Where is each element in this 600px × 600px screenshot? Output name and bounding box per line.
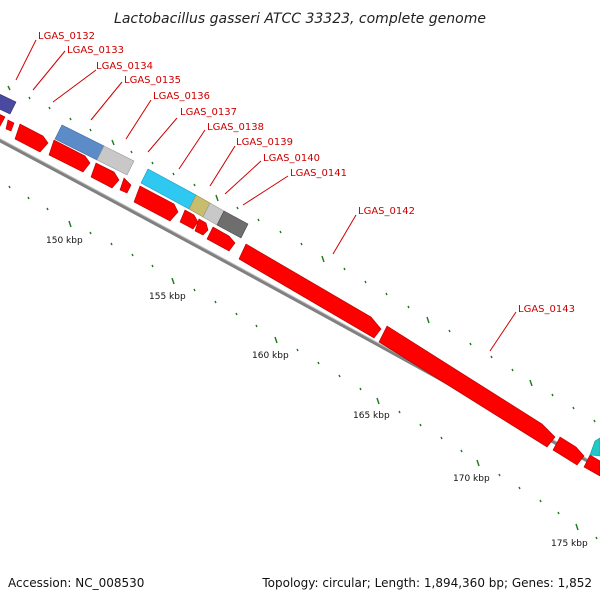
gene-arrow[interactable] xyxy=(119,177,132,194)
tick-label: 165 kbp xyxy=(353,411,390,421)
gene-labels: LGAS_0132 LGAS_0133 LGAS_0134 LGAS_0135 … xyxy=(38,31,575,315)
gene-arrow[interactable] xyxy=(133,185,179,222)
map-title: Lactobacillus gasseri ATCC 33323, comple… xyxy=(114,11,486,27)
gene-label[interactable]: LGAS_0133 xyxy=(67,45,124,56)
tick-label: 160 kbp xyxy=(252,351,289,361)
gene-arrow[interactable] xyxy=(48,139,91,173)
gene-label[interactable]: LGAS_0142 xyxy=(358,206,415,217)
tick-label: 170 kbp xyxy=(453,474,490,484)
gene-arrow[interactable] xyxy=(552,436,585,466)
gene-label[interactable]: LGAS_0137 xyxy=(180,107,237,118)
gene-light-gray[interactable] xyxy=(96,145,135,176)
tick-label: 155 kbp xyxy=(149,292,186,302)
gene-label[interactable]: LGAS_0140 xyxy=(263,153,320,164)
accession-text: Accession: NC_008530 xyxy=(8,576,144,590)
gene-arrow[interactable] xyxy=(5,119,15,132)
gene-dark-gray[interactable] xyxy=(216,210,249,239)
inner-scale-ticks xyxy=(8,185,598,540)
gene-label[interactable]: LGAS_0138 xyxy=(207,122,264,133)
gene-label[interactable]: LGAS_0143 xyxy=(518,304,575,315)
gene-teal[interactable] xyxy=(589,437,600,457)
gene-label[interactable]: LGAS_0141 xyxy=(290,168,347,179)
scale-tick-labels: 150 kbp 155 kbp 160 kbp 165 kbp 170 kbp … xyxy=(46,236,588,549)
gene-label-leaders xyxy=(15,39,517,352)
gene-label[interactable]: LGAS_0134 xyxy=(96,61,153,72)
gene-label[interactable]: LGAS_0136 xyxy=(153,91,210,102)
gene-label[interactable]: LGAS_0139 xyxy=(236,137,293,148)
gene-arrow[interactable] xyxy=(378,325,556,448)
genome-summary-text: Topology: circular; Length: 1,894,360 bp… xyxy=(261,576,592,590)
gene-label[interactable]: LGAS_0132 xyxy=(38,31,95,42)
gene-arrow[interactable] xyxy=(0,112,6,128)
gene-arrow[interactable] xyxy=(194,218,209,236)
forward-strand-genes xyxy=(0,92,600,457)
gene-arrow[interactable] xyxy=(583,454,600,477)
tick-label: 175 kbp xyxy=(551,539,588,549)
tick-label: 150 kbp xyxy=(46,236,83,246)
gene-arrow[interactable] xyxy=(179,209,199,230)
gene-arrow[interactable] xyxy=(206,226,236,252)
gene-label[interactable]: LGAS_0135 xyxy=(124,75,181,86)
reverse-strand-genes xyxy=(0,112,600,477)
gene-arrow[interactable] xyxy=(14,123,49,153)
gene-navy[interactable] xyxy=(0,92,17,115)
gene-arrow[interactable] xyxy=(90,162,120,189)
gene-arrow[interactable] xyxy=(238,243,382,339)
scale-ticks xyxy=(7,85,596,423)
